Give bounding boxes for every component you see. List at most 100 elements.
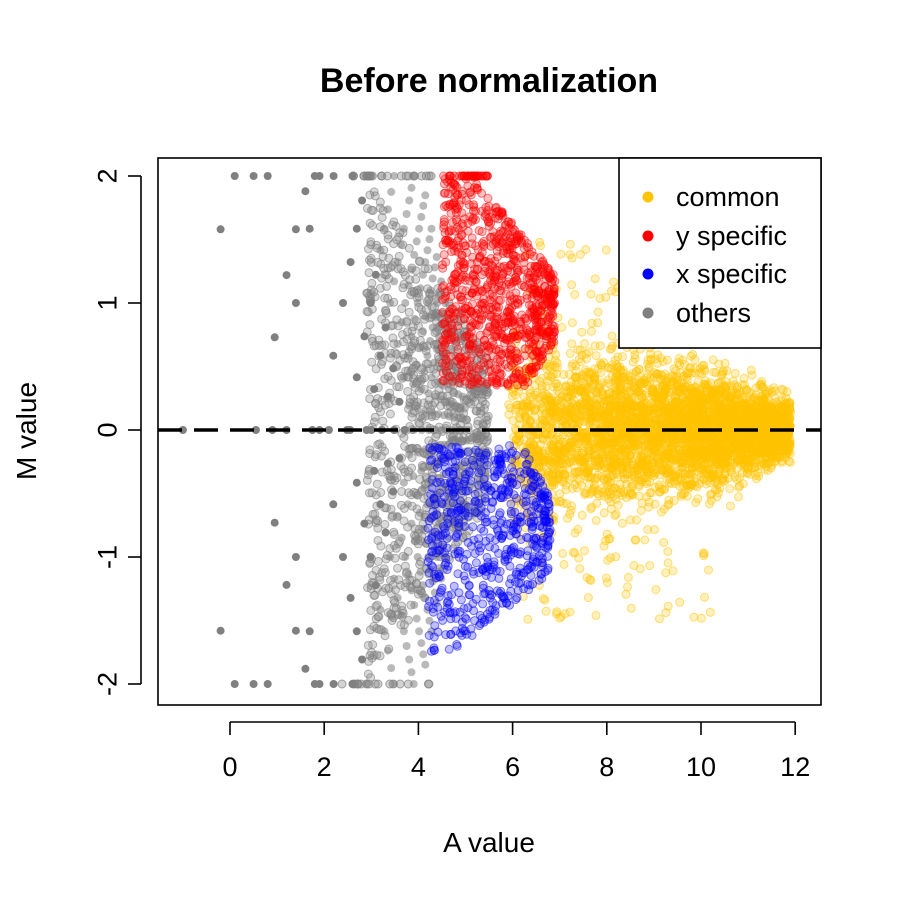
data-point [305,224,314,233]
data-point [714,378,724,388]
data-point [592,473,602,483]
data-point [365,218,375,228]
data-point [407,326,417,336]
data-point [400,353,410,363]
data-point [704,452,714,462]
data-point [579,428,589,438]
data-point [428,274,437,283]
data-point [531,430,541,440]
data-point [577,480,586,490]
data-point [412,237,421,246]
data-point [372,479,382,489]
data-point [378,416,388,426]
data-point [778,385,788,395]
data-point [421,305,431,314]
data-point [674,419,684,429]
data-point [575,399,585,409]
data-point [377,213,387,222]
data-point [379,245,389,255]
data-point [610,460,620,470]
data-point [405,196,414,205]
data-point [363,307,373,317]
data-point [766,457,776,467]
data-point [546,460,556,470]
data-point [617,518,627,528]
data-point [367,333,377,343]
data-point [565,348,575,358]
data-point [615,362,625,372]
data-point [399,516,409,526]
data-point [365,625,375,635]
data-point [405,655,414,664]
data-point [449,388,459,398]
data-point [251,426,260,434]
data-point [407,365,417,375]
data-point [389,540,399,550]
data-point [556,496,566,506]
data-point [664,495,674,505]
data-point [371,450,381,460]
data-point [410,250,419,259]
data-point [607,371,617,381]
data-point [612,470,622,479]
data-point [584,416,594,426]
data-point [416,365,426,375]
data-point [427,410,437,420]
data-point [391,361,401,370]
data-point [310,680,319,688]
data-point [389,595,399,605]
data-point [421,171,431,181]
data-point [628,357,638,367]
data-point [377,568,387,578]
data-point [651,420,661,430]
data-point [650,499,660,509]
data-point [370,191,380,201]
data-point [455,403,465,413]
data-point [547,398,557,408]
data-point [387,187,396,196]
data-point [726,381,736,391]
data-point [647,398,657,408]
data-point [398,240,408,250]
data-point [385,409,395,419]
data-point [475,402,485,412]
data-point [339,553,347,561]
data-point [393,563,402,573]
data-point [596,386,606,396]
data-point [374,624,384,634]
data-point [390,348,400,358]
data-point [403,500,412,509]
data-point [420,264,430,274]
data-point [627,412,637,422]
data-point [373,557,383,566]
data-point [472,434,482,444]
data-point [360,332,369,341]
data-point [423,246,432,255]
data-point [402,567,412,577]
data-point [417,212,426,221]
data-point [766,443,776,453]
data-point [329,351,338,360]
data-point [352,224,361,233]
data-point [549,476,558,486]
data-point [364,268,374,278]
data-point [424,389,433,398]
data-point [725,501,735,511]
data-point [709,404,718,413]
data-point [417,328,427,338]
data-point [575,456,584,466]
data-point [620,474,629,483]
data-point [396,620,406,630]
data-point [407,501,417,511]
data-point [263,172,272,180]
data-point [483,411,493,421]
data-point [632,515,642,525]
data-point [404,171,414,181]
data-point [383,608,393,618]
data-point [282,580,291,589]
data-point [661,466,671,476]
data-point [389,217,399,227]
data-point [696,400,706,410]
data-point [291,299,300,307]
data-point [695,391,705,401]
